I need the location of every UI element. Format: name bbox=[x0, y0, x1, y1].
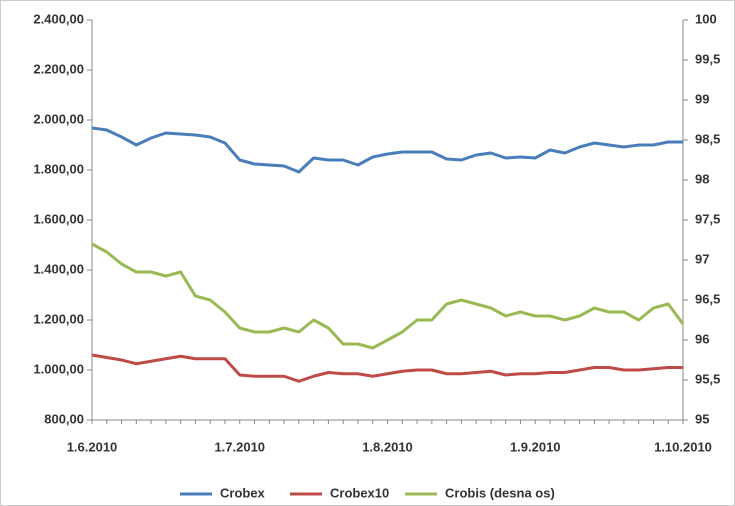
y-tick-label: 2.000,00 bbox=[33, 111, 84, 126]
legend-label: Crobex bbox=[220, 485, 266, 500]
y2-tick-label: 95,5 bbox=[695, 371, 720, 386]
legend-label: Crobex10 bbox=[330, 485, 389, 500]
x-tick-label: 1.6.2010 bbox=[67, 439, 118, 454]
y2-tick-label: 98,5 bbox=[695, 131, 720, 146]
y-tick-label: 2.400,00 bbox=[33, 11, 84, 26]
y2-tick-label: 99 bbox=[695, 91, 709, 106]
x-tick-label: 1.7.2010 bbox=[214, 439, 265, 454]
y2-tick-label: 96 bbox=[695, 331, 709, 346]
x-tick-label: 1.8.2010 bbox=[362, 439, 413, 454]
series-line bbox=[91, 353, 683, 383]
y-tick-label: 1.800,00 bbox=[33, 161, 84, 176]
y2-tick-label: 95 bbox=[695, 411, 709, 426]
x-tick-label: 1.10.2010 bbox=[654, 439, 712, 454]
y2-tick-label: 97 bbox=[695, 251, 709, 266]
y-tick-label: 800,00 bbox=[44, 411, 84, 426]
y2-tick-label: 98 bbox=[695, 171, 709, 186]
y2-tick-label: 99,5 bbox=[695, 51, 720, 66]
y-tick-label: 1.000,00 bbox=[33, 361, 84, 376]
series-line bbox=[91, 242, 685, 350]
y-tick-label: 2.200,00 bbox=[33, 61, 84, 76]
y2-tick-label: 97,5 bbox=[695, 211, 720, 226]
y-tick-label: 1.200,00 bbox=[33, 311, 84, 326]
y-tick-label: 1.600,00 bbox=[33, 211, 84, 226]
y-tick-label: 1.400,00 bbox=[33, 261, 84, 276]
legend-label: Crobis (desna os) bbox=[445, 485, 555, 500]
y2-tick-label: 100 bbox=[695, 11, 717, 26]
y2-tick-label: 96,5 bbox=[695, 291, 720, 306]
x-tick-label: 1.9.2010 bbox=[510, 439, 561, 454]
series-line bbox=[91, 126, 683, 174]
